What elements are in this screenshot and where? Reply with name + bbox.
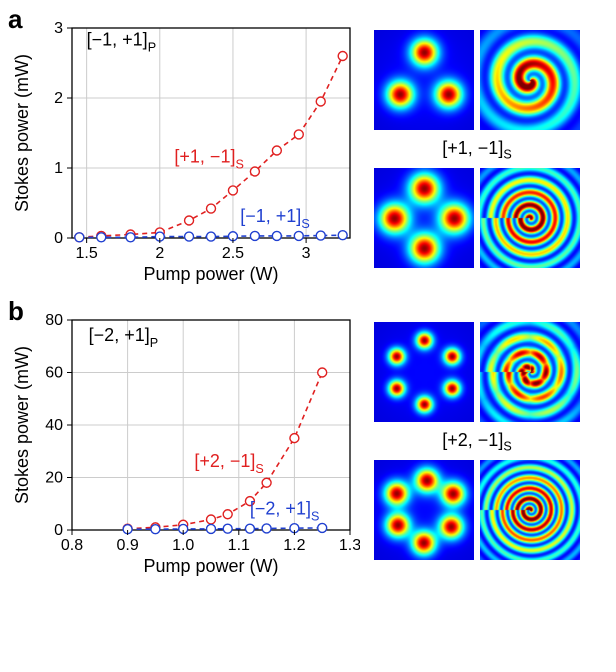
panel-a-img-3 xyxy=(374,168,474,268)
svg-text:1.0: 1.0 xyxy=(172,537,194,554)
panel-b-label: b xyxy=(8,296,24,327)
svg-text:Stokes power (mW): Stokes power (mW) xyxy=(12,54,32,212)
svg-text:[+2, −1]S: [+2, −1]S xyxy=(194,451,263,476)
svg-text:1.5: 1.5 xyxy=(76,245,98,262)
svg-text:20: 20 xyxy=(45,470,63,487)
panel-a-img-row-1 xyxy=(374,30,580,130)
svg-text:Pump power (W): Pump power (W) xyxy=(143,556,278,576)
panel-b: b 0.80.91.01.11.21.3020406080Pump power … xyxy=(10,302,606,582)
panel-b-img-1 xyxy=(374,322,474,422)
panel-b-img-label-sub: S xyxy=(503,440,511,454)
panel-b-chart-block: b 0.80.91.01.11.21.3020406080Pump power … xyxy=(10,302,360,582)
svg-text:2.5: 2.5 xyxy=(222,245,244,262)
svg-text:Pump power (W): Pump power (W) xyxy=(143,264,278,284)
panel-a-img-2 xyxy=(480,30,580,130)
svg-text:40: 40 xyxy=(45,417,63,434)
svg-text:[−1, +1]S: [−1, +1]S xyxy=(240,206,309,231)
panel-a-img-4 xyxy=(480,168,580,268)
panel-b-img-label: [+2, −1]S xyxy=(442,430,511,454)
chart-a: 1.5 2 2.5 3 0 1 2 3 Pump power (W) Stokes power (… xyxy=(10,10,360,290)
svg-text:[−1, +1]P: [−1, +1]P xyxy=(87,30,156,55)
panel-b-img-row-1 xyxy=(374,322,580,422)
panel-a-img-row-2 xyxy=(374,168,580,268)
panel-a-label: a xyxy=(8,4,22,35)
svg-text:1.1: 1.1 xyxy=(228,537,250,554)
panel-a-images: [+1, −1]S xyxy=(374,30,580,272)
svg-text:Stokes power (mW): Stokes power (mW) xyxy=(12,346,32,504)
svg-text:1.3: 1.3 xyxy=(339,537,360,554)
svg-text:60: 60 xyxy=(45,365,63,382)
svg-text:0.9: 0.9 xyxy=(116,537,138,554)
panel-b-img-label-prefix: [+2, −1] xyxy=(442,430,503,450)
svg-text:2: 2 xyxy=(54,90,63,107)
svg-text:0.8: 0.8 xyxy=(61,537,83,554)
svg-text:80: 80 xyxy=(45,312,63,329)
svg-text:1: 1 xyxy=(54,160,63,177)
chart-b: 0.8 0.9 1.0 1.1 1.2 1.3 0 20 40 60 80 Pump power (W… xyxy=(10,302,360,582)
panel-b-img-2 xyxy=(480,322,580,422)
panel-a: a 1.522.530123Pump power (W)Stokes power… xyxy=(10,10,606,290)
panel-a-img-label-sub: S xyxy=(503,148,511,162)
panel-a-img-label-prefix: [+1, −1] xyxy=(442,138,503,158)
svg-text:0: 0 xyxy=(54,522,63,539)
panel-b-images: [+2, −1]S xyxy=(374,322,580,564)
svg-text:[−2, +1]P: [−2, +1]P xyxy=(89,325,158,350)
panel-b-img-3 xyxy=(374,460,474,560)
panel-a-chart-block: a 1.522.530123Pump power (W)Stokes power… xyxy=(10,10,360,290)
svg-text:3: 3 xyxy=(302,245,311,262)
svg-text:2: 2 xyxy=(155,245,164,262)
svg-text:0: 0 xyxy=(54,230,63,247)
panel-a-img-label: [+1, −1]S xyxy=(442,138,511,162)
svg-text:1.2: 1.2 xyxy=(283,537,305,554)
panel-b-img-4 xyxy=(480,460,580,560)
panel-a-img-1 xyxy=(374,30,474,130)
panel-b-img-row-2 xyxy=(374,460,580,560)
svg-text:[−2, +1]S: [−2, +1]S xyxy=(250,498,319,523)
svg-text:3: 3 xyxy=(54,20,63,37)
